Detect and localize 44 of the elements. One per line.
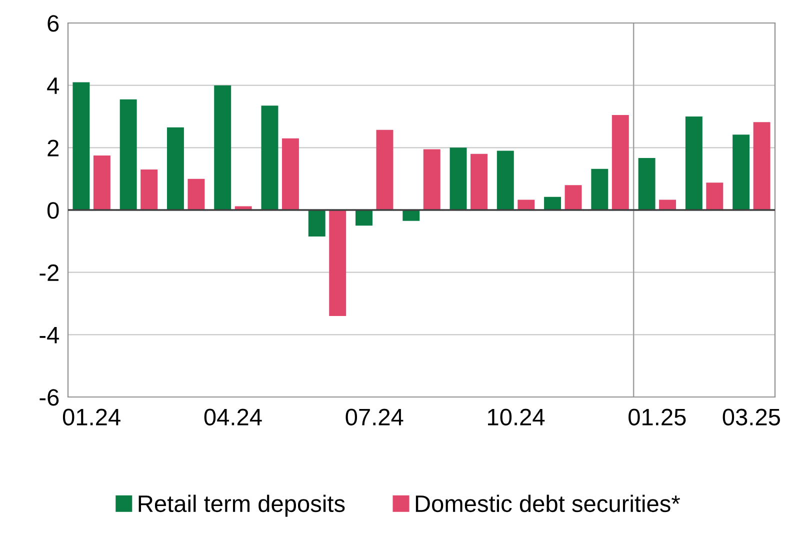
y-tick-label: -2 [40, 264, 58, 281]
bar [308, 210, 326, 236]
bar [329, 210, 346, 316]
x-tick-label: 01.25 [628, 408, 686, 426]
bar [188, 178, 205, 210]
bar [685, 116, 702, 210]
bar [402, 210, 420, 221]
x-tick-label: 01.24 [62, 408, 120, 426]
bar [166, 127, 184, 210]
bar [544, 196, 562, 210]
y-tick-label: -6 [40, 389, 59, 406]
y-tick-label: 0 [47, 202, 59, 219]
bar [496, 150, 514, 210]
bar [120, 99, 137, 210]
bar [706, 182, 724, 210]
x-tick-label: 04.24 [204, 408, 262, 426]
bar [282, 138, 299, 210]
bar [753, 122, 770, 210]
bar [356, 210, 372, 226]
bar [659, 200, 676, 210]
x-tick-label: 03.25 [722, 408, 780, 426]
legend-label: Domestic debt securities* [416, 494, 680, 512]
y-tick-label: 4 [47, 78, 59, 94]
y-tick-label: -4 [40, 326, 59, 344]
bar [638, 158, 656, 210]
bar [612, 114, 629, 210]
bar [470, 154, 488, 210]
bar [732, 134, 750, 210]
bar [450, 148, 467, 210]
y-tick-label: 2 [48, 140, 58, 156]
bar [72, 82, 90, 210]
bar [214, 85, 232, 210]
bar [140, 169, 158, 210]
bar [423, 149, 440, 210]
x-tick-label: 07.24 [346, 408, 404, 426]
bar [261, 106, 278, 210]
bar [564, 185, 582, 210]
bar [591, 168, 608, 210]
bar [93, 155, 110, 210]
y-tick-label: 6 [48, 15, 59, 32]
legend-label: Retail term deposits [138, 494, 345, 517]
x-tick-label: 10.24 [488, 408, 545, 426]
bar [518, 200, 535, 210]
bar [376, 130, 394, 210]
